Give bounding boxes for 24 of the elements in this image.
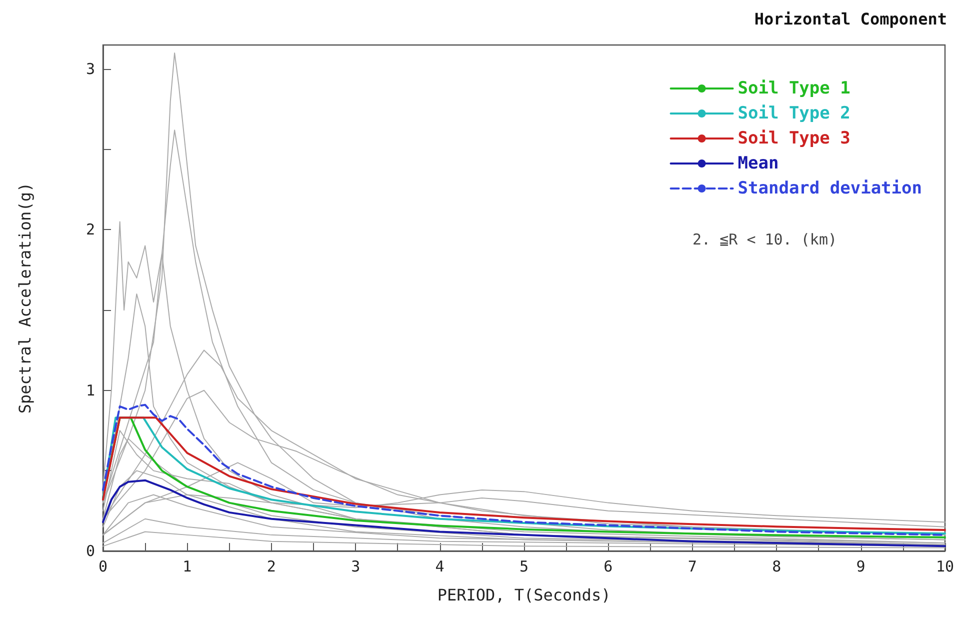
x-tick-label: 7 [688, 558, 697, 576]
x-tick-label: 0 [98, 558, 108, 576]
x-tick-label: 2 [266, 558, 276, 576]
legend-label: Mean [738, 154, 779, 174]
x-axis-title: PERIOD, T(Seconds) [437, 586, 611, 604]
legend-label: Soil Type 1 [738, 78, 850, 98]
legend-label: Soil Type 2 [738, 104, 850, 124]
x-tick-label: 3 [351, 558, 360, 576]
x-tick-label: 5 [519, 558, 529, 576]
y-tick-label: 2 [86, 220, 95, 239]
x-tick-label: 9 [856, 558, 866, 576]
y-tick-label: 3 [86, 60, 95, 78]
legend-label: Standard deviation [738, 178, 922, 198]
y-tick-label: 1 [86, 381, 95, 400]
x-tick-label: 4 [435, 558, 444, 576]
x-tick-label: 1 [182, 558, 192, 576]
chart-title: Horizontal Component [754, 10, 947, 28]
y-axis-title: Spectral Acceleration(g) [16, 182, 34, 414]
annotation: 2. ≦R < 10. (km) [692, 230, 838, 248]
x-tick-label: 8 [772, 558, 782, 576]
legend-label: Soil Type 3 [738, 128, 850, 148]
x-tick-label: 6 [604, 558, 613, 576]
y-tick-label: 0 [86, 542, 95, 560]
x-tick-label: 10 [936, 558, 954, 576]
